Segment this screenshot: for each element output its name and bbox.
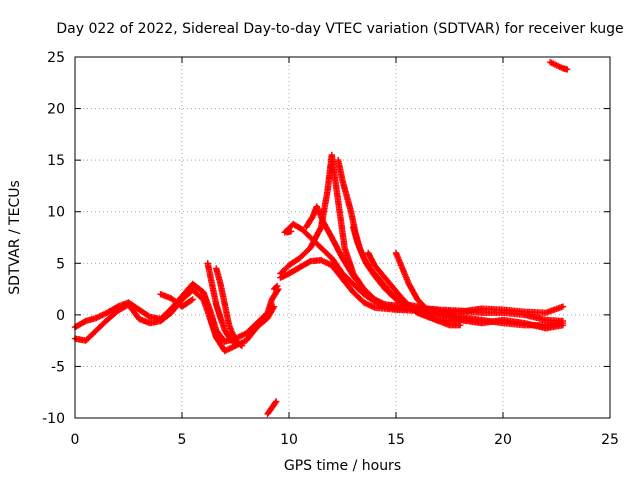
x-tick-label: 15 [387,432,405,448]
x-tick-label: 20 [494,432,512,448]
plot-frame [74,56,611,419]
x-axis-label: GPS time / hours [284,458,401,474]
y-tick-label: 20 [47,102,65,118]
series-track-n [392,249,455,320]
chart-title: Day 022 of 2022, Sidereal Day-to-day VTE… [56,21,623,37]
data-points-track-b [71,286,278,355]
data-points-track-p [546,59,571,73]
grid-layer [75,57,610,418]
series-track-m [365,249,464,325]
y-tick-label: 10 [47,205,65,221]
marks-layer [71,59,571,418]
y-tick-label: -5 [51,359,65,375]
series-track-o [270,282,281,293]
series-track-h [277,151,567,325]
y-axis-label: SDTVAR / TECUs [7,180,23,295]
y-tick-label: 25 [47,50,65,66]
series-track-d [213,265,246,349]
y-tick-label: -10 [42,411,65,427]
data-points-track-q [283,228,295,236]
data-points-track-m [365,249,464,325]
data-points-track-n [392,249,455,320]
x-tick-label: 10 [280,432,298,448]
data-points-track-i [281,220,567,316]
data-points-track-f [264,398,280,418]
data-points-track-e [157,291,196,310]
y-tick-label: 0 [56,308,65,324]
series-track-b [71,286,278,355]
data-points-track-h [277,151,567,325]
ticks-layer: 0 5 10 15 20 25 -10 -5 0 5 10 15 20 25 [42,50,619,448]
series-track-e [157,291,196,310]
series-track-q [283,228,295,236]
data-points-track-d [213,265,246,349]
series-track-f [264,398,280,418]
y-tick-label: 15 [47,153,65,169]
data-points-track-o [270,282,281,293]
series-track-i [281,220,567,316]
series-track-p [546,59,571,73]
x-tick-label: 25 [601,432,619,448]
data-points-track-c [204,260,241,347]
x-tick-label: 5 [178,432,187,448]
series-track-c [204,260,241,347]
x-tick-label: 0 [71,432,80,448]
y-tick-label: 5 [56,256,65,272]
